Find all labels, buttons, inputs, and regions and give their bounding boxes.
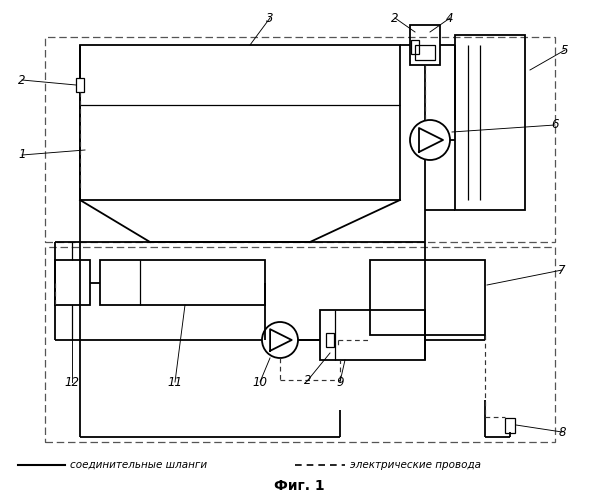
Bar — [100, 260, 265, 305]
Text: 3: 3 — [266, 12, 274, 24]
Text: электрические провода: электрические провода — [350, 460, 481, 470]
Text: соединительные шланги: соединительные шланги — [70, 460, 207, 470]
Text: 6: 6 — [551, 118, 559, 132]
Bar — [326, 333, 334, 347]
Text: Фиг. 1: Фиг. 1 — [274, 479, 324, 493]
Bar — [55, 260, 90, 305]
Text: 2: 2 — [304, 374, 312, 386]
Bar — [80, 45, 400, 200]
Text: 11: 11 — [167, 376, 182, 388]
Bar — [45, 37, 555, 242]
Text: 8: 8 — [559, 426, 566, 438]
Bar — [320, 310, 425, 360]
Bar — [415, 45, 435, 60]
Text: 9: 9 — [336, 376, 344, 388]
Bar — [455, 35, 525, 210]
Text: 10: 10 — [252, 376, 267, 388]
Text: 4: 4 — [446, 12, 454, 24]
Text: 1: 1 — [19, 148, 26, 162]
Text: 12: 12 — [65, 376, 80, 388]
Text: 7: 7 — [559, 264, 566, 276]
Text: 2: 2 — [19, 74, 26, 86]
Text: 5: 5 — [562, 44, 569, 57]
Bar — [410, 25, 440, 65]
Bar — [505, 418, 515, 432]
Bar — [370, 260, 485, 335]
Bar — [411, 40, 419, 54]
Bar — [45, 247, 555, 442]
Text: 2: 2 — [391, 12, 399, 24]
Bar — [76, 78, 84, 92]
